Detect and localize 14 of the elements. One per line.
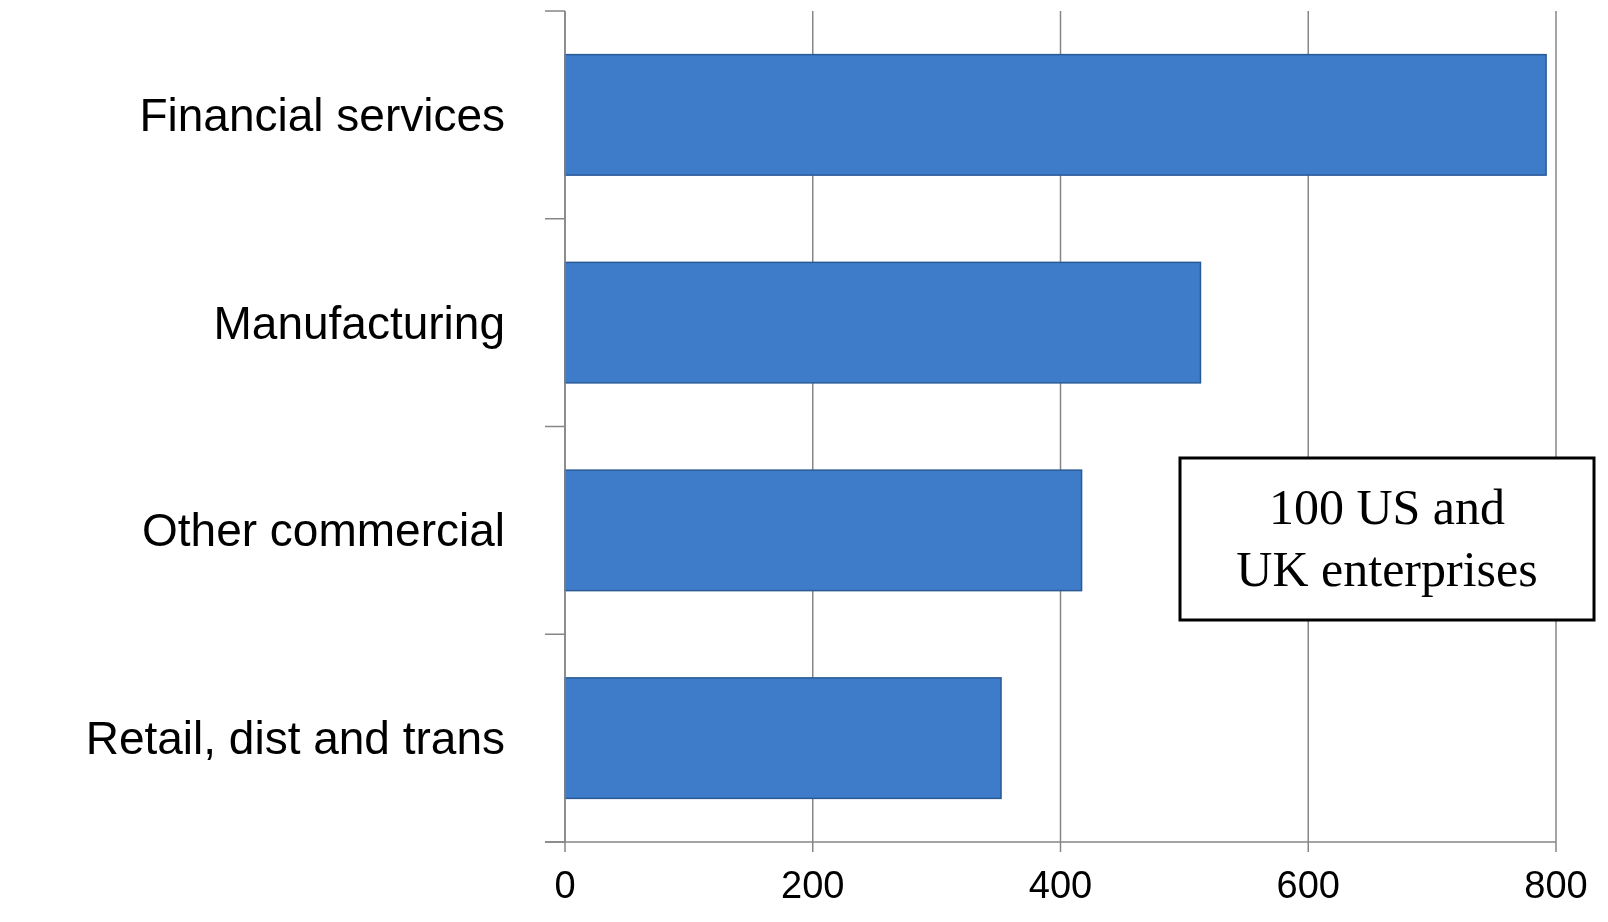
- x-tick-label: 600: [1276, 864, 1340, 906]
- y-tick-label: Financial services: [139, 88, 505, 141]
- annotation: 100 US and UK enterprises: [1236, 479, 1538, 597]
- bar: [564, 469, 1083, 592]
- x-tick-label: 0: [554, 864, 576, 906]
- y-tick-label: Other commercial: [142, 504, 505, 557]
- bar: [564, 261, 1202, 384]
- y-tick-label: Retail, dist and trans: [85, 712, 505, 765]
- x-tick-label: 800: [1524, 864, 1588, 906]
- bar: [564, 53, 1547, 176]
- x-tick-label: 400: [1028, 864, 1093, 906]
- y-tick-label: Manufacturing: [213, 296, 505, 349]
- x-tick-label: 200: [781, 864, 845, 906]
- bar: [564, 677, 1002, 800]
